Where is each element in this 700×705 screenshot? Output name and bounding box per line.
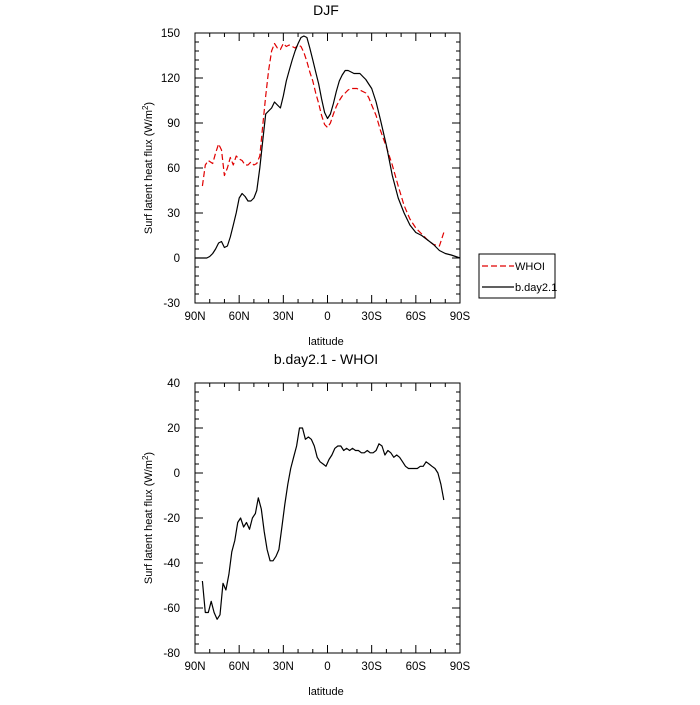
difference-x-tick-label: 90N — [184, 661, 205, 673]
legend-bday-label: b.day2.1 — [515, 282, 557, 294]
djf-y-tick-label: 90 — [167, 118, 180, 130]
difference-ylabel-main: Surf latent heat flux (W/m — [143, 460, 155, 584]
djf-y-tick-label: 60 — [167, 163, 180, 175]
difference-y-tick-label: -20 — [163, 513, 180, 525]
difference-x-tick-label: 30S — [361, 661, 382, 673]
djf-xlabel: latitude — [308, 336, 343, 348]
difference-y-tick-label: -60 — [163, 603, 180, 615]
djf-x-tick-label: 0 — [324, 311, 330, 323]
difference-y-tick-label: -40 — [163, 558, 180, 570]
djf-x-tick-label: 60S — [406, 311, 427, 323]
difference-y-tick-label: -80 — [163, 648, 180, 660]
djf-plot-area — [195, 35, 461, 259]
djf-series-line-b-day2-1 — [195, 35, 461, 259]
djf-legend: WHOI b.day2.1 — [478, 253, 557, 299]
difference-title: b.day2.1 - WHOI — [274, 351, 378, 367]
djf-y-tick-label: 0 — [174, 253, 180, 265]
difference-x-tick-label: 0 — [324, 661, 330, 673]
djf-y-tick-label: -30 — [163, 298, 180, 310]
djf-ylabel-main: Surf latent heat flux (W/m — [143, 110, 155, 234]
difference-axes-frame — [194, 382, 461, 654]
difference-panel: b.day2.1 - WHOI 90N 60N 30N 0 30S 60S 90S -80 -6… — [141, 351, 471, 698]
djf-ylabel-close: ) — [143, 102, 155, 106]
difference-xlabel: latitude — [308, 686, 343, 698]
difference-x-tick-label: 60N — [229, 661, 250, 673]
legend-box — [478, 253, 556, 299]
djf-x-tick-label: 30S — [361, 311, 382, 323]
difference-y-tick-label: 0 — [174, 468, 180, 480]
difference-ticks: 90N 60N 30N 0 30S 60S 90S -80 -60 -40 -20 0 20 40 — [163, 378, 470, 673]
difference-x-tick-label: 90S — [450, 661, 471, 673]
difference-ylabel-close: ) — [143, 452, 155, 456]
djf-title: DJF — [313, 2, 339, 18]
djf-ylabel-sup: 2 — [141, 105, 150, 110]
djf-series-line-whoi — [201, 42, 445, 247]
difference-ylabel: Surf latent heat flux (W/m2) — [141, 452, 155, 584]
djf-x-tick-label: 90S — [450, 311, 471, 323]
djf-panel: DJF 90N 60N 30N 0 30S 60S 90S-300306090120150 … — [141, 2, 557, 348]
djf-x-tick-label: 60N — [229, 311, 250, 323]
djf-ticks: 90N 60N 30N 0 30S 60S 90S -30 0 30 60 90 120 150 — [161, 28, 471, 323]
difference-ylabel-sup: 2 — [141, 455, 150, 460]
difference-x-tick-label: 60S — [406, 661, 427, 673]
djf-x-tick-label: 90N — [184, 311, 205, 323]
legend-whoi-label: WHOI — [515, 261, 545, 273]
djf-axes-frame — [194, 32, 461, 304]
difference-y-tick-label: 20 — [167, 423, 180, 435]
djf-x-tick-label: 30N — [273, 311, 294, 323]
difference-y-tick-label: 40 — [167, 378, 180, 390]
difference-x-tick-label: 30N — [273, 661, 294, 673]
difference-series-line-b-day2-1-whoi — [201, 427, 445, 620]
djf-y-tick-label: 120 — [161, 73, 180, 85]
difference-plot-area — [201, 427, 445, 620]
djf-y-tick-label: 150 — [161, 28, 180, 40]
djf-y-tick-label: 30 — [167, 208, 180, 220]
djf-ylabel: Surf latent heat flux (W/m2) — [141, 102, 155, 234]
